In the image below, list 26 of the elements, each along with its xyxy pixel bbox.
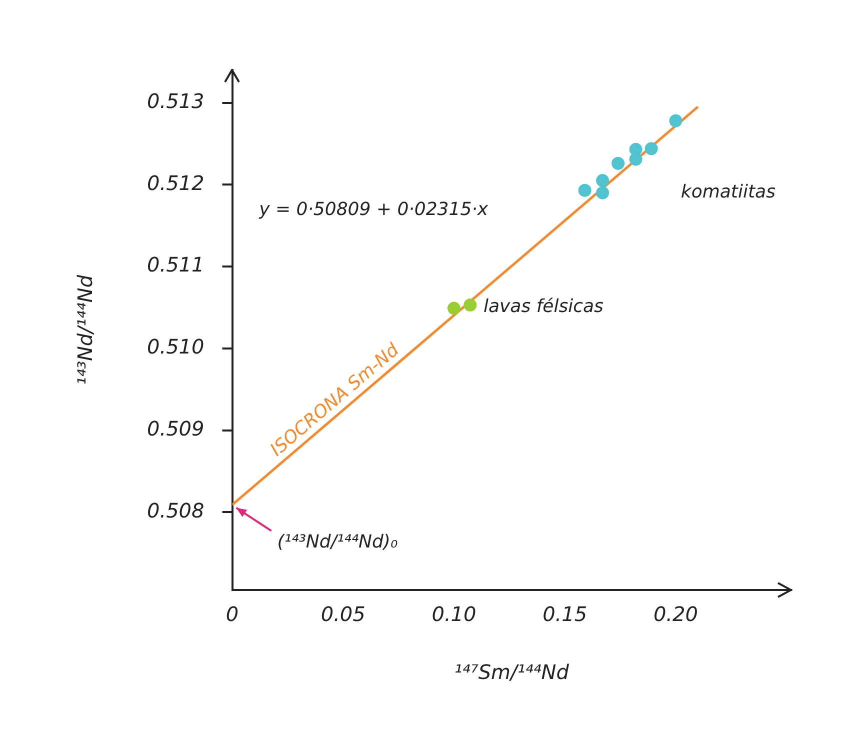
point	[669, 114, 682, 128]
x-axis-title: ¹⁴⁷Sm/¹⁴⁴Nd	[454, 660, 570, 684]
point	[596, 186, 610, 200]
y-tick-label: 0.510	[146, 334, 204, 359]
y-tick-label: 0.509	[146, 416, 204, 441]
annotation: lavas félsicas	[484, 296, 604, 318]
point	[629, 152, 642, 166]
y-tick-label: 0.513	[146, 88, 204, 113]
point	[578, 184, 592, 197]
y-tick-label: 0.508	[146, 498, 204, 522]
y-tick-label: 0.512	[146, 170, 204, 195]
point	[464, 298, 477, 312]
y-axis-title: ¹⁴³Nd/¹⁴⁴Nd	[73, 274, 98, 386]
point	[596, 174, 610, 188]
x-tick-label: 0	[226, 602, 239, 626]
point	[644, 142, 658, 156]
annotation: komatiitas	[680, 181, 776, 202]
annotation: (¹⁴³Nd/¹⁴⁴Nd)₀	[277, 532, 398, 553]
y-tick-label: 0.511	[146, 252, 204, 277]
annotation: y = 0·50809 + 0·02315·x	[258, 199, 488, 220]
x-tick-label: 0.10	[432, 602, 476, 626]
x-tick-label: 0.05	[320, 602, 366, 626]
point	[612, 156, 625, 170]
x-tick-label: 0.20	[653, 602, 698, 626]
point	[447, 302, 460, 315]
x-tick-label: 0.15	[542, 602, 588, 626]
